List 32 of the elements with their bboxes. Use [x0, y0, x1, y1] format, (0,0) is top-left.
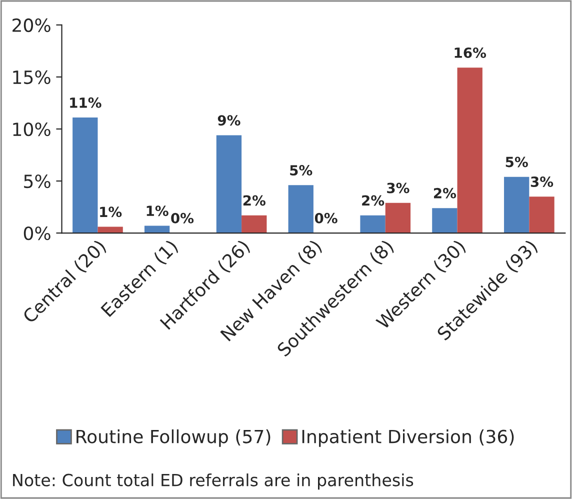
- data-label: 9%: [218, 115, 240, 126]
- y-tick-label: 0%: [24, 226, 50, 240]
- bar: [457, 68, 482, 234]
- data-label: 5%: [506, 156, 528, 168]
- text: Note: Count total ED referrals are in parenthesis: [13, 473, 414, 490]
- bar: [529, 196, 554, 234]
- y-tick-label: 15%: [13, 70, 50, 84]
- legend-label: Routine Followup (57): [76, 429, 270, 447]
- data-label: 16%: [454, 47, 486, 58]
- data-label: 3%: [387, 182, 410, 194]
- y-tick-label: 20%: [12, 18, 50, 32]
- bar: [360, 215, 386, 234]
- y-tick-label: 10%: [13, 122, 50, 136]
- data-label: 1%: [100, 206, 122, 218]
- data-label: 0%: [314, 212, 338, 224]
- data-label: 5%: [290, 165, 312, 176]
- data-label: 1%: [146, 206, 168, 216]
- data-label: 2%: [243, 195, 266, 206]
- bar: [242, 215, 267, 234]
- data-label: 2%: [434, 188, 456, 198]
- bar: [432, 208, 458, 234]
- legend-label: Inpatient Diversion (36): [302, 429, 514, 447]
- bar: [288, 185, 314, 234]
- bar: [216, 135, 242, 234]
- data-label: 0%: [171, 212, 194, 224]
- data-label: 3%: [530, 176, 554, 187]
- data-label: 11%: [70, 97, 102, 108]
- bar: [504, 176, 530, 234]
- y-tick-label: 5%: [24, 174, 50, 188]
- bar: [72, 118, 98, 234]
- bar: [385, 202, 411, 234]
- data-label: 2%: [362, 195, 384, 206]
